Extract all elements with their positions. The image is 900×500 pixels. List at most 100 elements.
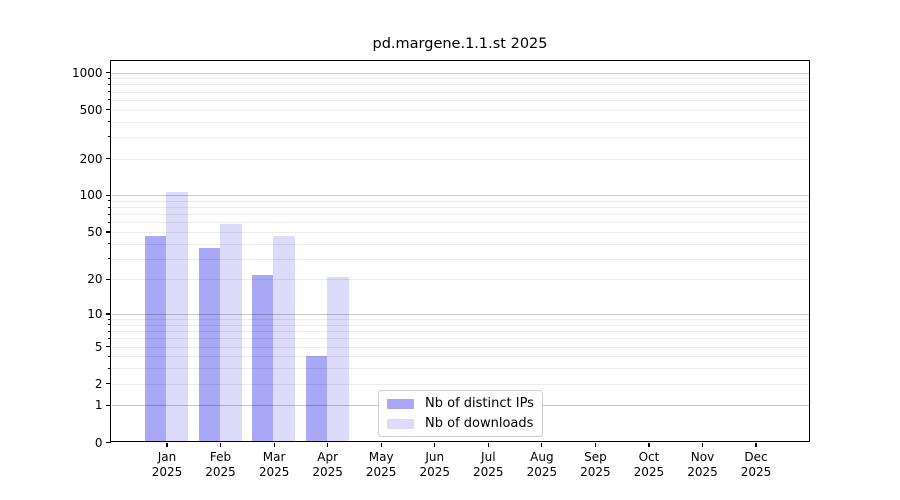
y-minor-tick [108,99,111,101]
y-minor-tick [108,346,111,348]
x-tick [487,442,489,447]
chart-title: pd.margene.1.1.st 2025 [372,36,548,52]
gridline-minor [111,136,810,138]
y-minor-tick [108,324,111,326]
gridline-minor [111,121,810,123]
gridline-minor [111,356,810,358]
y-tick [106,313,111,315]
x-tick-label-mar: Mar 2025 [258,449,290,479]
x-tick-label-apr: Apr 2025 [312,449,343,479]
bar-downloads-jan [166,191,188,442]
gridline-minor [111,222,810,224]
y-minor-tick [108,83,111,85]
bar-downloads-mar [273,236,296,442]
y-tick-label: 20 [87,272,103,287]
gridline-minor [111,368,810,370]
y-minor-tick [108,136,111,138]
y-minor-tick [108,77,111,79]
y-tick [106,71,111,74]
x-tick [219,442,222,447]
gridline-minor [111,109,810,111]
y-minor-tick [108,221,111,223]
y-minor-tick [108,355,111,357]
y-minor-tick [108,318,111,320]
x-tick-label-nov: Nov 2025 [687,449,718,479]
y-tick [106,441,111,444]
legend: Nb of distinct IPs Nb of downloads [378,390,543,437]
y-minor-tick [108,258,111,260]
x-tick-label-oct: Oct 2025 [633,449,665,479]
y-minor-tick [108,158,111,160]
gridline-minor [111,200,810,202]
bar-distinct-ips-jan [145,236,166,442]
y-minor-tick [108,200,111,202]
x-tick [755,442,757,447]
y-tick-label: 1 [94,398,103,413]
gridline-minor [111,383,810,385]
gridline-minor [111,331,810,333]
y-minor-tick [108,231,111,233]
gridline-minor [111,258,810,260]
y-minor-tick [108,109,111,111]
x-tick-label-feb: Feb 2025 [205,449,236,479]
gridline-major [111,72,810,74]
bar-downloads-feb [219,224,242,442]
y-tick-label: 50 [87,224,103,239]
y-tick-label: 200 [79,151,103,166]
x-tick-label-may: May 2025 [365,449,397,479]
y-minor-tick [108,213,111,215]
y-tick-label: 0 [94,435,103,450]
x-tick [380,442,382,447]
x-tick-label-aug: Aug 2025 [526,449,558,479]
gridline-minor [111,324,810,326]
y-minor-tick [108,337,111,339]
y-tick-label: 100 [79,188,103,203]
gridline-minor [111,231,810,233]
x-tick [701,442,704,447]
x-tick [594,442,596,447]
gridline-minor [111,99,810,101]
gridline-minor [111,319,810,321]
gridline-minor [111,207,810,209]
y-minor-tick [108,383,111,385]
x-tick-label-dec: Dec 2025 [740,449,772,479]
gridline-minor [111,84,810,86]
legend-swatch-distinct-ips [387,398,414,409]
y-tick-label: 500 [79,102,103,117]
y-tick-label: 5 [94,339,103,354]
y-minor-tick [108,206,111,208]
gridline-minor [111,346,810,348]
x-tick [327,442,329,447]
bar-downloads-apr [326,276,349,442]
gridline-minor [111,158,810,160]
y-minor-tick [108,121,111,123]
gridline-minor [111,91,810,93]
x-tick [434,442,436,447]
gridline-major [111,195,810,197]
legend-item-downloads: Nb of downloads [387,416,542,431]
x-tick [273,442,275,447]
legend-item-distinct-ips: Nb of distinct IPs [387,396,542,411]
x-tick [648,442,650,447]
x-tick-label-jul: Jul 2025 [473,449,504,479]
gridline-minor [111,243,810,245]
gridline-minor [111,78,810,80]
y-minor-tick [108,278,111,280]
x-tick-label-jun: Jun 2025 [419,449,451,479]
legend-label-distinct-ips: Nb of distinct IPs [425,396,534,411]
gridline-major [111,314,810,316]
bar-distinct-ips-feb [198,247,220,442]
y-tick-label: 1000 [71,65,103,80]
gridline-minor [111,338,810,340]
x-tick-label-sep: Sep 2025 [580,449,611,479]
x-tick [166,442,168,447]
x-tick-label-jan: Jan 2025 [151,449,183,479]
gridline-minor [111,214,810,216]
y-minor-tick [108,243,111,245]
gridline-minor [111,279,810,281]
y-tick [106,404,111,406]
y-minor-tick [108,91,111,93]
bar-distinct-ips-mar [252,274,274,442]
y-tick-label: 2 [94,376,103,391]
